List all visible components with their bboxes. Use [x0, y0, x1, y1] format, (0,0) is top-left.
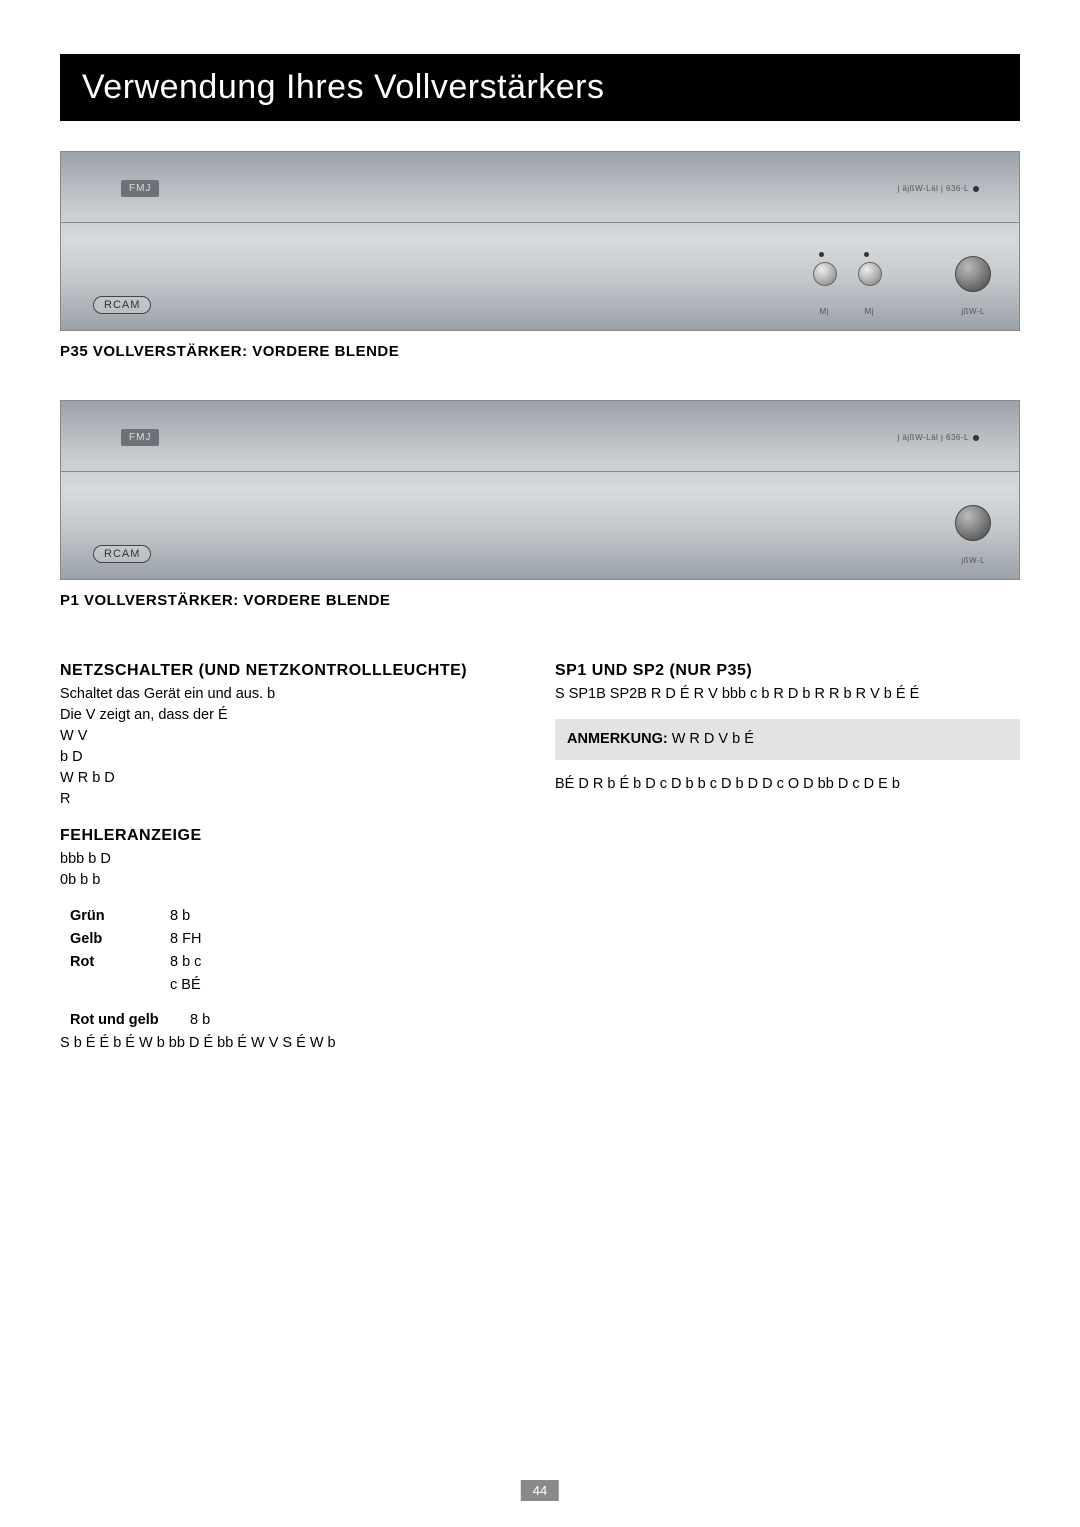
rcam-badge-2: RCAM — [93, 545, 151, 563]
indicator-dot-icon-2 — [973, 435, 979, 441]
panel-model-text-2: j äjßW-Läl j 636-L — [897, 433, 969, 442]
note-text: W R D V b É — [672, 731, 754, 747]
sp2-knob-icon — [858, 262, 882, 286]
body-text: S b É É b É W b bb D É bb É W V S É W b — [60, 1033, 525, 1054]
note-box: ANMERKUNG: W R D V b É — [555, 719, 1020, 760]
left-column: NETZSCHALTER (UND NETZKONTROLLLEUCHTE) S… — [60, 659, 525, 1068]
body-text: bbb b D — [60, 851, 111, 867]
status-label-redyellow: Rot und gelb — [70, 1012, 159, 1028]
status-row: Gelb 8 FH — [60, 929, 525, 950]
power-label-2: jßW-L — [961, 556, 985, 565]
panel-model-text: j äjßW-Läl j 636-L — [897, 184, 969, 193]
body-text: Schaltet das Gerät ein und aus. b — [60, 686, 275, 702]
panel-model-label: j äjßW-Läl j 636-L — [897, 184, 979, 193]
para: Schaltet das Gerät ein und aus. b Die V … — [60, 684, 525, 810]
body-text: BÉ D R b É b D c D b b c D b D D c O D b… — [555, 774, 1020, 795]
status-text: 8 b — [170, 906, 525, 927]
p35-caption: P35 VOLLVERSTÄRKER: VORDERE BLENDE — [60, 343, 1020, 360]
status-text: 8 FH — [170, 929, 525, 950]
sp1-indicator-icon — [819, 252, 824, 257]
page-number: 44 — [521, 1480, 559, 1501]
right-column: SP1 UND SP2 (NUR P35) S SP1B SP2B R D É … — [555, 659, 1020, 1068]
p35-front-panel-image: FMJ j äjßW-Läl j 636-L Mj Mj jßW-L RCAM — [60, 151, 1020, 331]
status-label-yellow: Gelb — [70, 931, 102, 947]
fault-indicator-heading: FEHLERANZEIGE — [60, 824, 525, 847]
status-row: Grün 8 b — [60, 906, 525, 927]
power-knob-icon — [955, 256, 991, 292]
sp1-knob-icon — [813, 262, 837, 286]
panel-model-label-2: j äjßW-Läl j 636-L — [897, 433, 979, 442]
status-row: Rot 8 b c — [60, 952, 525, 973]
body-text: b D — [60, 749, 83, 765]
body-columns: NETZSCHALTER (UND NETZKONTROLLLEUCHTE) S… — [60, 659, 1020, 1068]
rcam-badge: RCAM — [93, 296, 151, 314]
body-text: R — [60, 791, 70, 807]
status-label-red: Rot — [70, 954, 94, 970]
sp1-sp2-heading: SP1 UND SP2 (NUR P35) — [555, 659, 1020, 682]
panel-divider-2 — [61, 471, 1019, 472]
power-switch-heading: NETZSCHALTER (UND NETZKONTROLLLEUCHTE) — [60, 659, 525, 682]
para: bbb b D 0b b b — [60, 849, 525, 891]
body-text: S SP1B SP2B R D É R V bbb c b R D b R R … — [555, 684, 1020, 705]
p1-front-panel-image: FMJ j äjßW-Läl j 636-L jßW-L RCAM — [60, 400, 1020, 580]
body-text: c BÉ — [60, 975, 525, 996]
sp2-indicator-icon — [864, 252, 869, 257]
fmj-badge: FMJ — [121, 180, 159, 197]
body-text: W V — [60, 728, 87, 744]
sp2-label: Mj — [865, 307, 874, 316]
indicator-dot-icon — [973, 186, 979, 192]
panel-divider — [61, 222, 1019, 223]
status-label-green: Grün — [70, 908, 105, 924]
body-text: Die V zeigt an, dass der É — [60, 707, 228, 723]
status-row: Rot und gelb 8 b — [60, 1010, 525, 1031]
page-title: Verwendung Ihres Vollverstärkers — [60, 54, 1020, 121]
power-label: jßW-L — [961, 307, 985, 316]
body-text: 0b b b — [60, 872, 100, 888]
fmj-badge-2: FMJ — [121, 429, 159, 446]
status-text: 8 b c — [170, 952, 525, 973]
sp1-label: Mj — [820, 307, 829, 316]
power-knob-icon-2 — [955, 505, 991, 541]
status-text: 8 b — [190, 1010, 525, 1031]
body-text: W R b D — [60, 770, 115, 786]
p1-caption: P1 VOLLVERSTÄRKER: VORDERE BLENDE — [60, 592, 1020, 609]
note-label: ANMERKUNG: — [567, 731, 668, 747]
